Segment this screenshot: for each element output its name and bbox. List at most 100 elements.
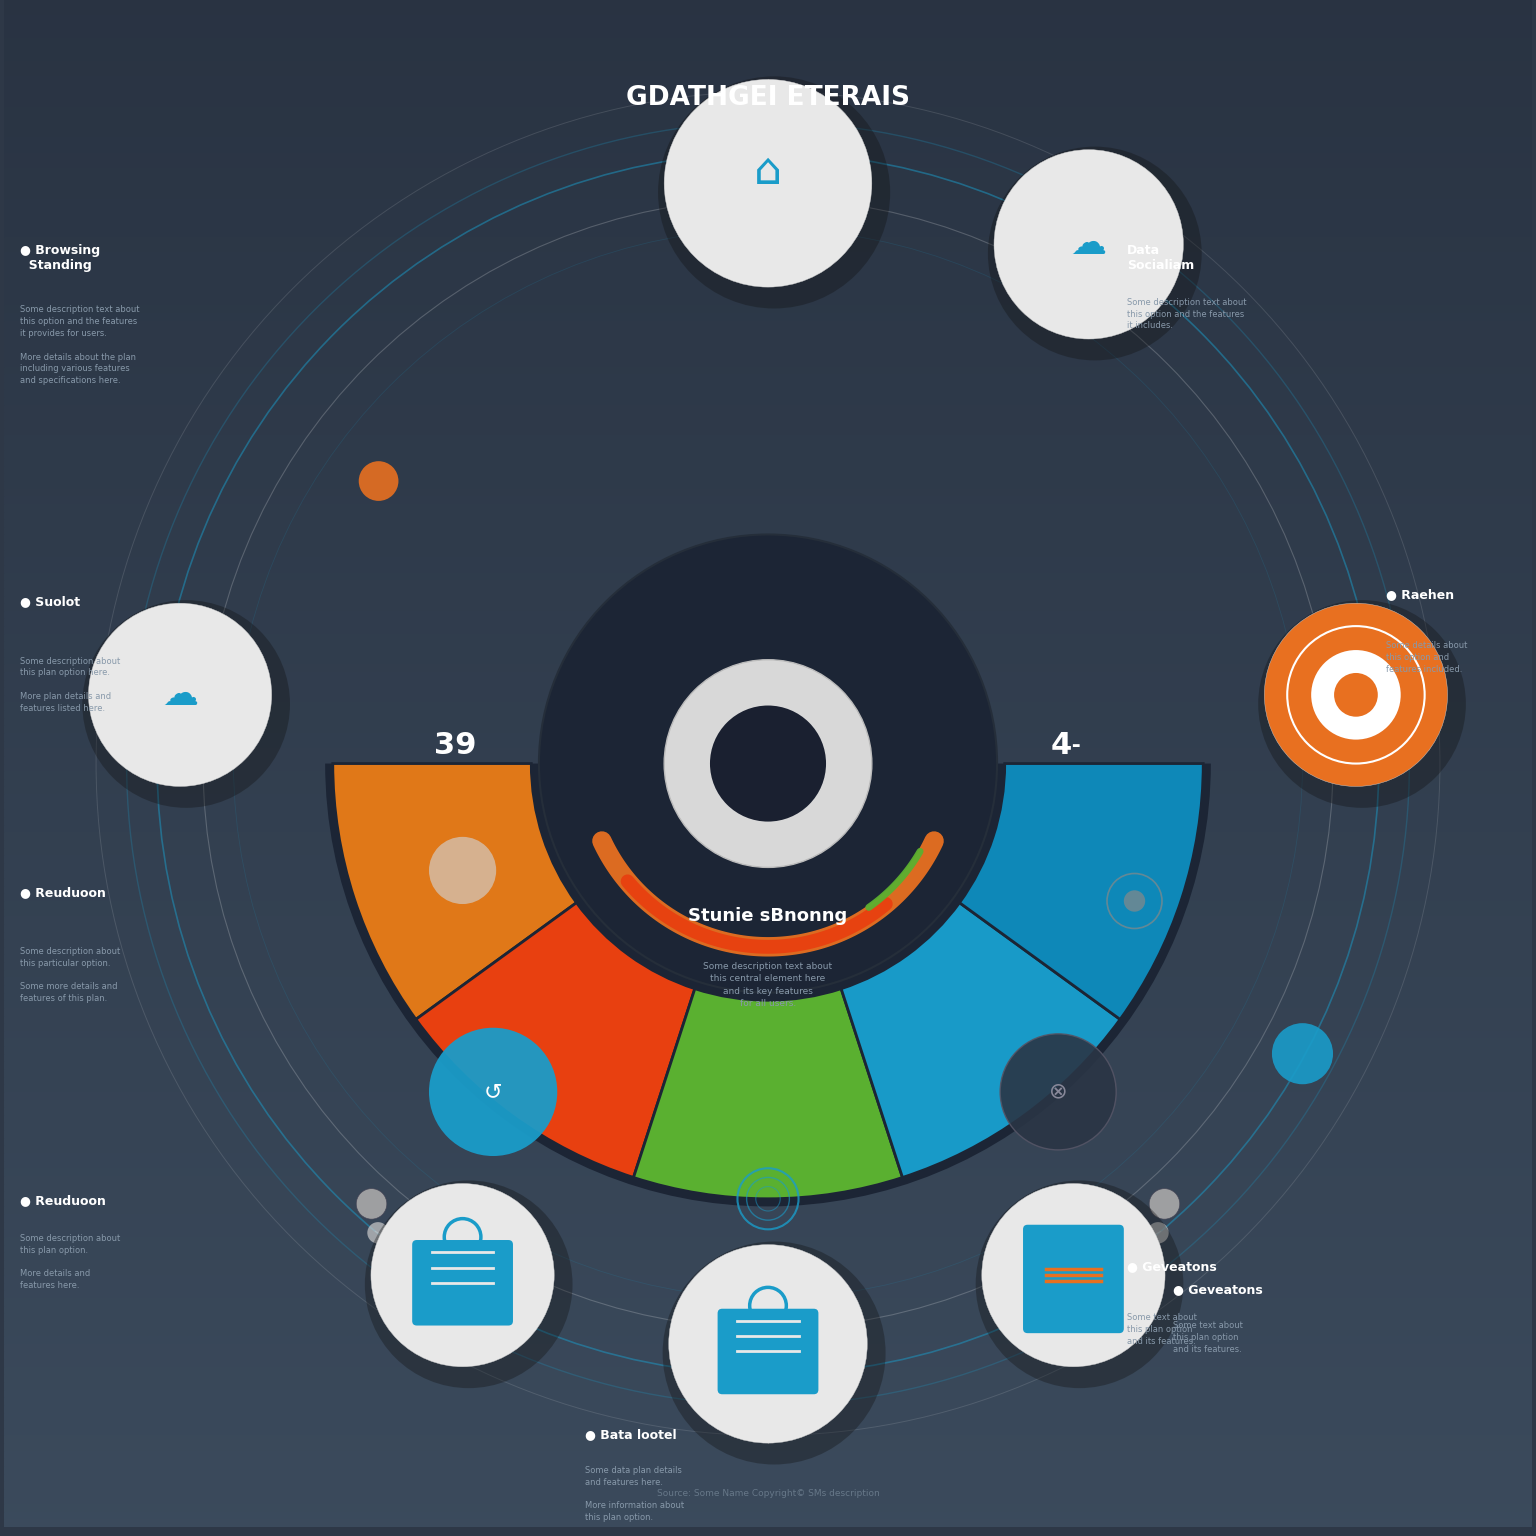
Bar <box>5 1244 1531 1252</box>
Wedge shape <box>333 763 576 1020</box>
Bar <box>5 1015 1531 1023</box>
Bar <box>5 1138 1531 1146</box>
Text: ↺: ↺ <box>484 1081 502 1101</box>
Bar <box>5 1069 1531 1077</box>
Bar <box>5 465 1531 473</box>
Bar <box>5 535 1531 542</box>
Circle shape <box>366 1181 573 1389</box>
Bar <box>5 894 1531 902</box>
Circle shape <box>750 1346 786 1382</box>
Bar <box>5 115 1531 123</box>
Circle shape <box>710 705 826 822</box>
Bar <box>5 237 1531 244</box>
Bar <box>5 1267 1531 1275</box>
Bar <box>5 306 1531 313</box>
Bar <box>5 38 1531 46</box>
Bar <box>5 1298 1531 1306</box>
Bar <box>5 558 1531 565</box>
Bar <box>5 1398 1531 1405</box>
Bar <box>5 1252 1531 1260</box>
Bar <box>5 871 1531 879</box>
Bar <box>5 886 1531 894</box>
Bar <box>5 404 1531 412</box>
Bar <box>5 1436 1531 1444</box>
Bar <box>5 1444 1531 1452</box>
Bar <box>5 175 1531 183</box>
Bar <box>5 229 1531 237</box>
Bar <box>5 931 1531 938</box>
Bar <box>5 321 1531 329</box>
Bar <box>5 1313 1531 1321</box>
Bar <box>5 1198 1531 1206</box>
Bar <box>5 909 1531 917</box>
Text: Some description text about
this option and the features
it provides for users.
: Some description text about this option … <box>20 306 140 386</box>
Bar <box>5 1161 1531 1169</box>
Bar <box>5 54 1531 61</box>
Circle shape <box>152 748 183 779</box>
Bar <box>5 244 1531 252</box>
Bar <box>5 123 1531 131</box>
Bar <box>5 92 1531 100</box>
Bar <box>5 802 1531 809</box>
Bar <box>5 938 1531 946</box>
Bar <box>5 679 1531 687</box>
Bar <box>5 221 1531 229</box>
Bar <box>5 1473 1531 1481</box>
Bar <box>5 748 1531 756</box>
Bar <box>5 581 1531 588</box>
Text: Data
Socialiam: Data Socialiam <box>1127 244 1193 272</box>
Circle shape <box>994 149 1183 339</box>
Bar <box>5 1092 1531 1100</box>
Bar <box>5 267 1531 275</box>
Text: ● Bata lootel: ● Bata lootel <box>585 1428 676 1441</box>
Bar <box>5 1413 1531 1421</box>
Bar <box>5 1107 1531 1115</box>
Bar <box>5 1146 1531 1154</box>
Bar <box>5 1283 1531 1290</box>
Bar <box>5 657 1531 664</box>
Bar <box>5 642 1531 650</box>
Circle shape <box>1258 601 1465 808</box>
Text: ⊗: ⊗ <box>1049 1081 1068 1101</box>
Bar <box>5 1421 1531 1428</box>
Bar <box>5 375 1531 382</box>
Wedge shape <box>326 763 1210 1206</box>
Wedge shape <box>633 989 903 1198</box>
Bar <box>5 519 1531 527</box>
Text: ● Raehen: ● Raehen <box>1387 588 1455 601</box>
Circle shape <box>975 1181 1183 1389</box>
Circle shape <box>662 1241 886 1464</box>
Bar <box>5 473 1531 481</box>
Bar <box>5 1352 1531 1359</box>
Bar <box>5 840 1531 848</box>
Circle shape <box>988 146 1201 361</box>
Bar <box>5 879 1531 886</box>
Text: Some description about
this plan option here.

More plan details and
features li: Some description about this plan option … <box>20 657 120 713</box>
Bar <box>5 336 1531 344</box>
Text: Some data plan details
and features here.

More information about
this plan opti: Some data plan details and features here… <box>585 1465 684 1522</box>
Bar <box>5 481 1531 488</box>
Circle shape <box>539 535 997 992</box>
Bar <box>5 283 1531 290</box>
Bar <box>5 313 1531 321</box>
Bar <box>5 992 1531 1000</box>
Bar <box>5 15 1531 23</box>
FancyBboxPatch shape <box>412 1240 513 1326</box>
Bar <box>5 183 1531 190</box>
Bar <box>5 100 1531 108</box>
Circle shape <box>356 1189 387 1220</box>
Bar <box>5 252 1531 260</box>
Bar <box>5 1100 1531 1107</box>
Circle shape <box>657 77 891 309</box>
Text: ☁: ☁ <box>161 677 198 711</box>
Text: Some description text about
this central element here
and its key features
for a: Some description text about this central… <box>703 962 833 1008</box>
Bar <box>5 496 1531 504</box>
Bar <box>5 985 1531 992</box>
Bar <box>5 0 1531 8</box>
Bar <box>5 1390 1531 1398</box>
Bar <box>5 687 1531 694</box>
Wedge shape <box>416 903 694 1178</box>
Text: GDATHGEI ETERAIS: GDATHGEI ETERAIS <box>627 84 909 111</box>
Bar <box>5 1321 1531 1329</box>
Bar <box>5 427 1531 435</box>
